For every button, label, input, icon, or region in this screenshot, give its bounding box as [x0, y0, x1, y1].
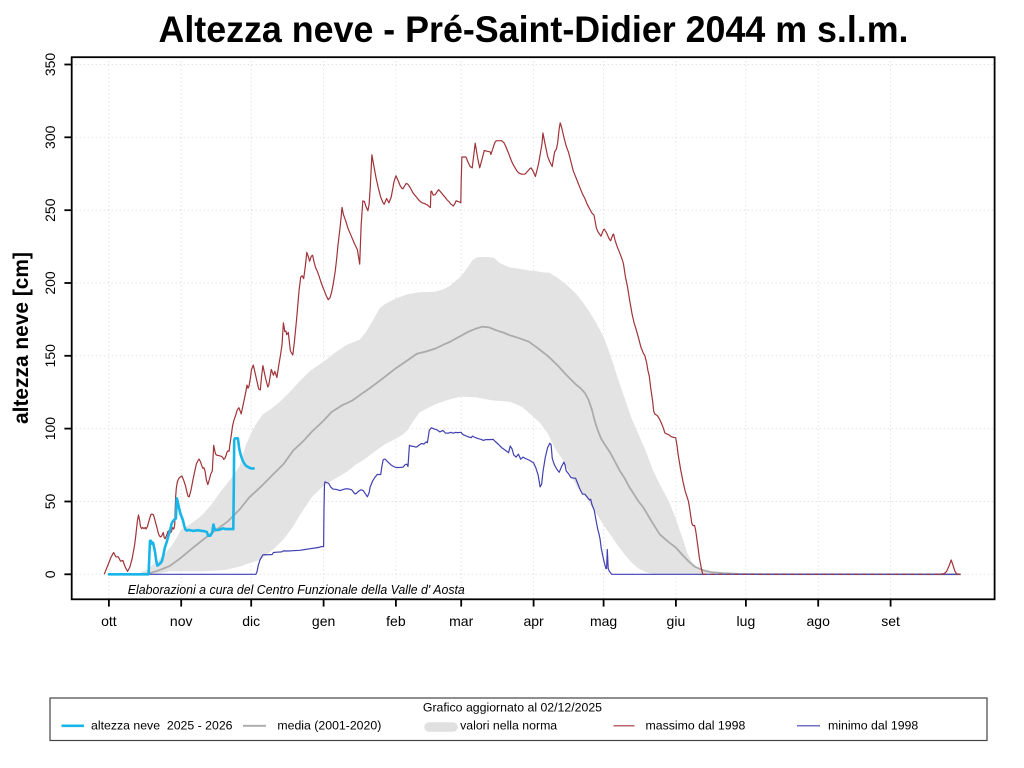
- svg-text:altezza neve 2025 - 2026: altezza neve 2025 - 2026: [91, 719, 233, 733]
- svg-text:nov: nov: [170, 613, 193, 629]
- svg-text:feb: feb: [386, 613, 406, 629]
- svg-text:massimo dal 1998: massimo dal 1998: [646, 719, 746, 733]
- svg-text:ago: ago: [807, 613, 831, 629]
- svg-text:200: 200: [42, 271, 58, 295]
- svg-text:gen: gen: [312, 613, 335, 629]
- svg-text:350: 350: [42, 53, 58, 77]
- svg-text:0: 0: [42, 570, 58, 578]
- svg-text:mag: mag: [590, 613, 617, 629]
- svg-text:Grafico aggiornato al 02/12/20: Grafico aggiornato al 02/12/2025: [423, 701, 602, 715]
- svg-text:300: 300: [42, 125, 58, 149]
- svg-text:media (2001-2020): media (2001-2020): [277, 719, 381, 733]
- svg-text:lug: lug: [737, 613, 756, 629]
- svg-text:Altezza neve - Pré-Saint-Didie: Altezza neve - Pré-Saint-Didier 2044 m s…: [159, 9, 909, 50]
- svg-text:mar: mar: [449, 613, 473, 629]
- svg-text:dic: dic: [242, 613, 260, 629]
- svg-text:50: 50: [42, 494, 58, 510]
- svg-text:250: 250: [42, 198, 58, 222]
- svg-text:minimo dal 1998: minimo dal 1998: [828, 719, 918, 733]
- svg-text:150: 150: [42, 344, 58, 368]
- svg-text:ott: ott: [101, 613, 117, 629]
- svg-text:Elaborazioni a cura del Centro: Elaborazioni a cura del Centro Funzional…: [128, 582, 465, 597]
- svg-text:altezza neve [cm]: altezza neve [cm]: [10, 252, 33, 424]
- svg-text:giu: giu: [667, 613, 686, 629]
- svg-text:apr: apr: [523, 613, 544, 629]
- svg-text:valori nella norma: valori nella norma: [460, 719, 557, 733]
- svg-text:100: 100: [42, 417, 58, 441]
- svg-text:set: set: [881, 613, 900, 629]
